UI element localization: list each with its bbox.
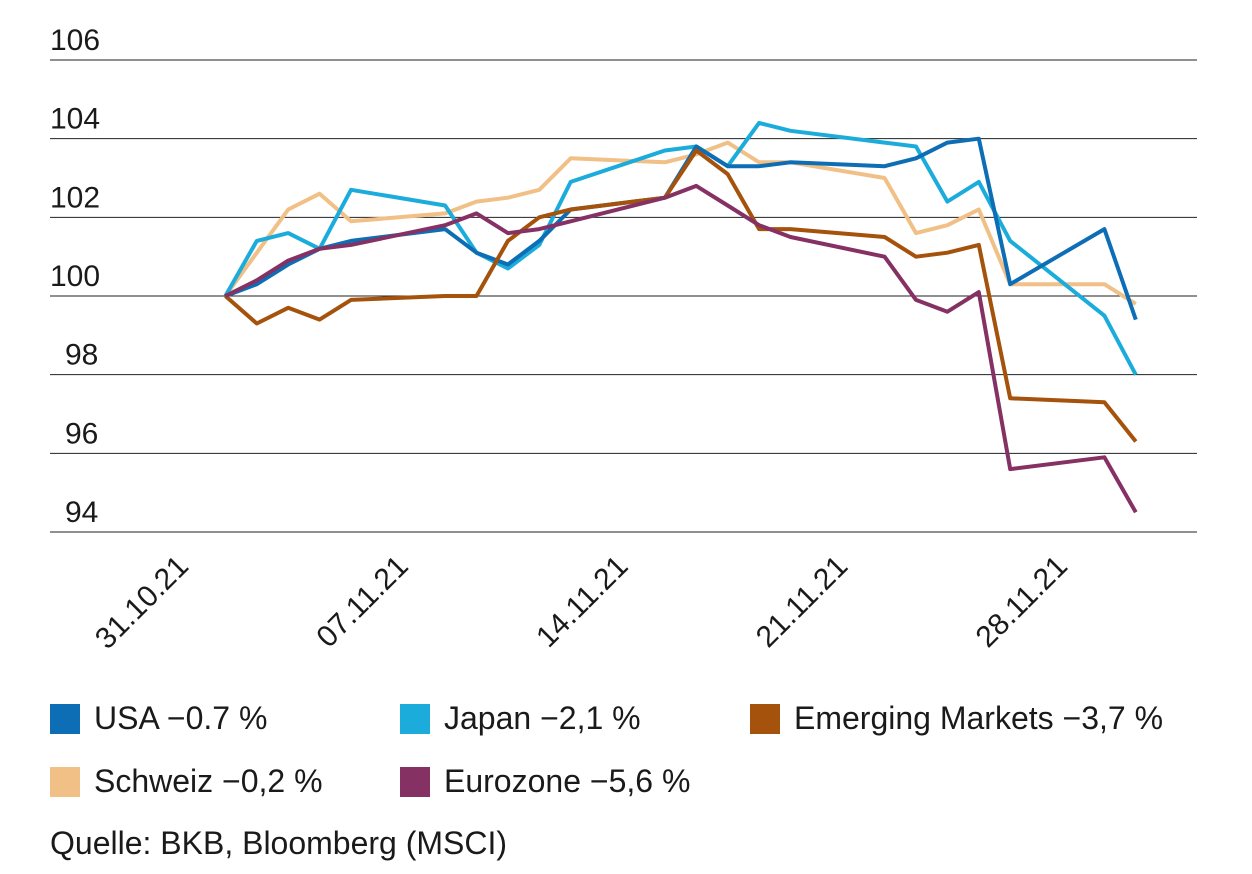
legend-item-japan: Japan −2,1 %	[400, 700, 641, 737]
series-line-3	[223, 140, 1137, 306]
series-line-4	[224, 183, 1138, 514]
y-tick-label: 98	[65, 339, 98, 372]
source-note: Quelle: BKB, Bloomberg (MSCI)	[50, 825, 508, 861]
y-tick-label: 96	[65, 417, 98, 450]
legend-item-emerging-markets: Emerging Markets −3,7 %	[750, 700, 1163, 737]
y-tick-label: 106	[50, 24, 100, 57]
legend-item-usa: USA −0.7 %	[50, 700, 267, 737]
line-chart: 94 96 98 100 102 104 106 31.10.21 07.11.21 14.11…	[50, 24, 1197, 656]
legend-swatch-japan	[400, 703, 430, 734]
x-axis-ticks: 31.10.21 07.11.21 14.11.21 21.11.21 28.11.21	[89, 550, 1074, 656]
y-axis-ticks: 94 96 98 100 102 104 106	[50, 24, 100, 529]
legend-swatch-usa	[50, 703, 80, 734]
x-tick-label: 28.11.21	[970, 550, 1074, 654]
legend-item-eurozone: Eurozone −5,6 %	[400, 763, 690, 800]
y-tick-label: 104	[50, 103, 100, 136]
grid-lines	[50, 59, 1197, 533]
series-line-0	[224, 136, 1138, 321]
legend-swatch-schweiz	[50, 766, 80, 797]
legend-label-emerging-markets: Emerging Markets −3,7 %	[794, 700, 1164, 736]
x-tick-label: 31.10.21	[89, 550, 195, 656]
y-tick-label: 94	[65, 496, 98, 529]
legend-label-usa: USA −0.7 %	[94, 700, 268, 736]
legend-label-schweiz: Schweiz −0,2 %	[94, 763, 323, 799]
y-tick-label: 102	[50, 181, 100, 214]
legend-label-japan: Japan −2,1 %	[444, 700, 641, 736]
legend-swatch-emerging-markets	[750, 703, 780, 734]
series-line-1	[223, 120, 1138, 376]
legend-label-eurozone: Eurozone −5,6 %	[444, 763, 691, 799]
series-line-2	[224, 148, 1138, 443]
series-lines	[223, 120, 1138, 514]
x-tick-label: 07.11.21	[310, 550, 414, 654]
x-tick-label: 14.11.21	[530, 550, 634, 654]
x-tick-label: 21.11.21	[750, 550, 854, 654]
y-tick-label: 100	[50, 260, 100, 293]
legend-item-schweiz: Schweiz −0,2 %	[50, 763, 323, 800]
legend-swatch-eurozone	[400, 766, 430, 797]
